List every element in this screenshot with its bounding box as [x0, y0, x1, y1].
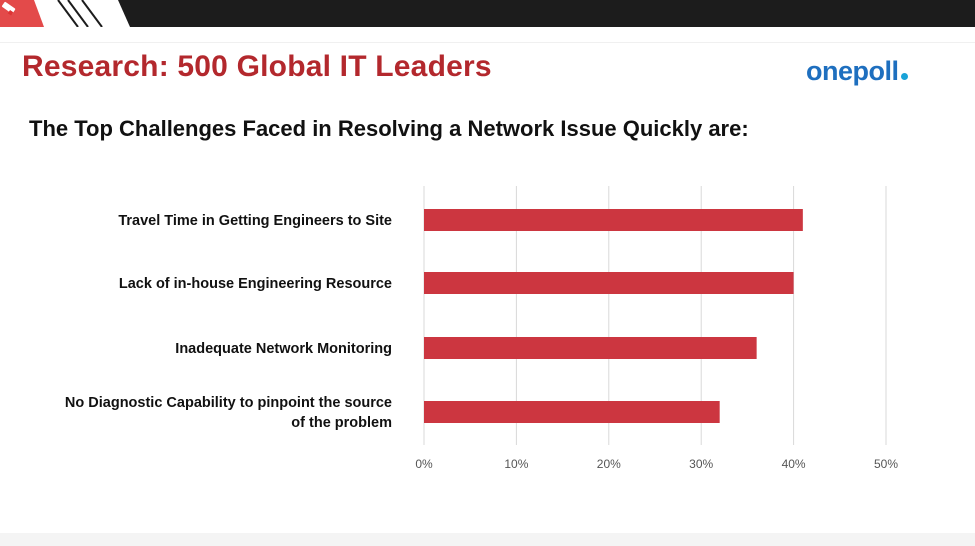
x-tick-label: 50% — [874, 457, 898, 471]
pen-icon[interactable] — [0, 0, 18, 16]
diagonal-line — [57, 0, 79, 27]
x-tick-label: 0% — [415, 457, 433, 471]
x-tick-label: 30% — [689, 457, 713, 471]
chart-subtitle: The Top Challenges Faced in Resolving a … — [29, 116, 749, 141]
logo-dot-icon — [900, 73, 908, 80]
x-tick-label: 20% — [597, 457, 621, 471]
diagonal-line — [67, 0, 89, 27]
bar — [424, 337, 757, 359]
bar — [424, 272, 794, 294]
onepoll-logo: onepoll — [806, 56, 908, 87]
x-tick-label: 40% — [782, 457, 806, 471]
top-bar — [0, 0, 975, 27]
category-label: of the problem — [291, 415, 392, 431]
header-divider — [0, 42, 975, 43]
slide-title: Research: 500 Global IT Leaders — [22, 50, 492, 83]
category-label: Travel Time in Getting Engineers to Site — [118, 213, 392, 229]
x-tick-label: 10% — [504, 457, 528, 471]
bar — [424, 209, 803, 231]
category-label: Lack of in-house Engineering Resource — [119, 276, 392, 292]
bar — [424, 401, 720, 423]
category-label: No Diagnostic Capability to pinpoint the… — [65, 395, 392, 411]
bottom-strip — [0, 533, 975, 546]
category-label: Inadequate Network Monitoring — [175, 341, 392, 357]
diagonal-line — [81, 0, 103, 27]
logo-text: onepoll — [806, 56, 899, 86]
